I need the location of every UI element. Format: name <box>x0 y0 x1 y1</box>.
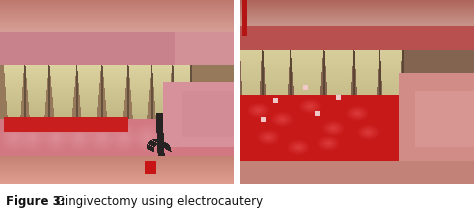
Text: Figure 3:: Figure 3: <box>6 195 65 208</box>
Text: Gingivectomy using electrocautery: Gingivectomy using electrocautery <box>52 195 263 208</box>
